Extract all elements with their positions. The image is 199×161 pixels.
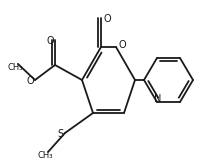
Text: CH₃: CH₃ xyxy=(7,62,23,71)
Text: O: O xyxy=(26,76,34,86)
Text: O: O xyxy=(118,40,126,50)
Text: N: N xyxy=(154,94,162,104)
Text: O: O xyxy=(103,14,111,24)
Text: O: O xyxy=(46,36,54,46)
Text: CH₃: CH₃ xyxy=(37,151,53,160)
Text: S: S xyxy=(57,129,63,139)
